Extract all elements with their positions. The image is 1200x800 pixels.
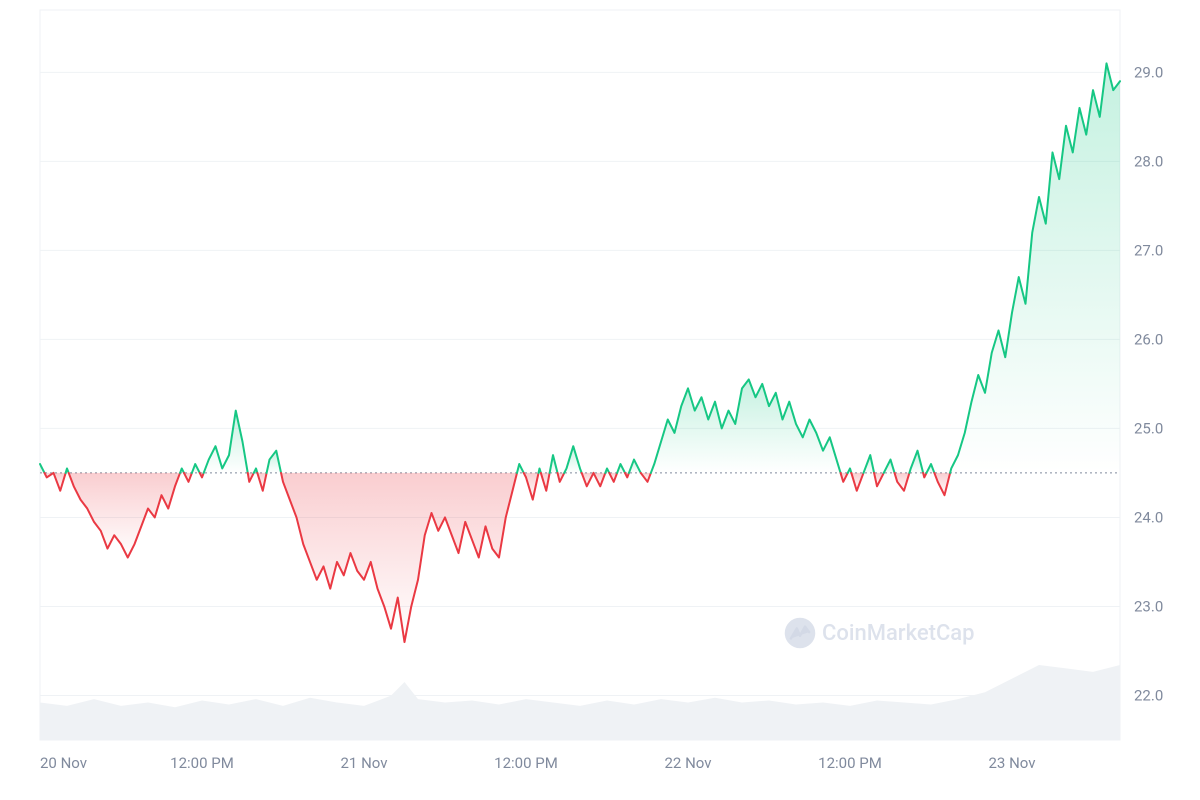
y-tick-label: 22.0: [1134, 686, 1163, 704]
y-tick-label: 28.0: [1134, 152, 1163, 170]
watermark-text: CoinMarketCap: [822, 621, 975, 646]
x-tick-label: 21 Nov: [341, 754, 388, 772]
y-tick-label: 24.0: [1134, 508, 1163, 526]
x-tick-label: 23 Nov: [989, 754, 1036, 772]
watermark: CoinMarketCap: [786, 619, 975, 647]
x-tick-label: 22 Nov: [665, 754, 712, 772]
x-tick-label: 20 Nov: [40, 754, 87, 772]
y-tick-label: 26.0: [1134, 330, 1163, 348]
price-line: [40, 63, 1120, 642]
y-axis-labels: 22.0 23.0 24.0 25.0 26.0 27.0 28.0 29.0: [1134, 63, 1163, 704]
y-tick-label: 27.0: [1134, 241, 1163, 259]
volume-area: [40, 665, 1120, 740]
price-fill: [40, 63, 1120, 642]
chart-svg: CoinMarketCap 22.0 23.0 24.0 25.0 26.0 27.0 28…: [0, 0, 1200, 800]
x-tick-label: 12:00 PM: [818, 754, 882, 772]
gridlines: [40, 72, 1120, 695]
x-axis-labels: 20 Nov 12:00 PM 21 Nov 12:00 PM 22 Nov 12:00 …: [40, 754, 1036, 772]
y-tick-label: 25.0: [1134, 419, 1163, 437]
y-tick-label: 23.0: [1134, 597, 1163, 615]
x-tick-label: 12:00 PM: [494, 754, 558, 772]
price-chart[interactable]: CoinMarketCap 22.0 23.0 24.0 25.0 26.0 27.0 28…: [0, 0, 1200, 800]
x-tick-label: 12:00 PM: [170, 754, 234, 772]
y-tick-label: 29.0: [1134, 63, 1163, 81]
